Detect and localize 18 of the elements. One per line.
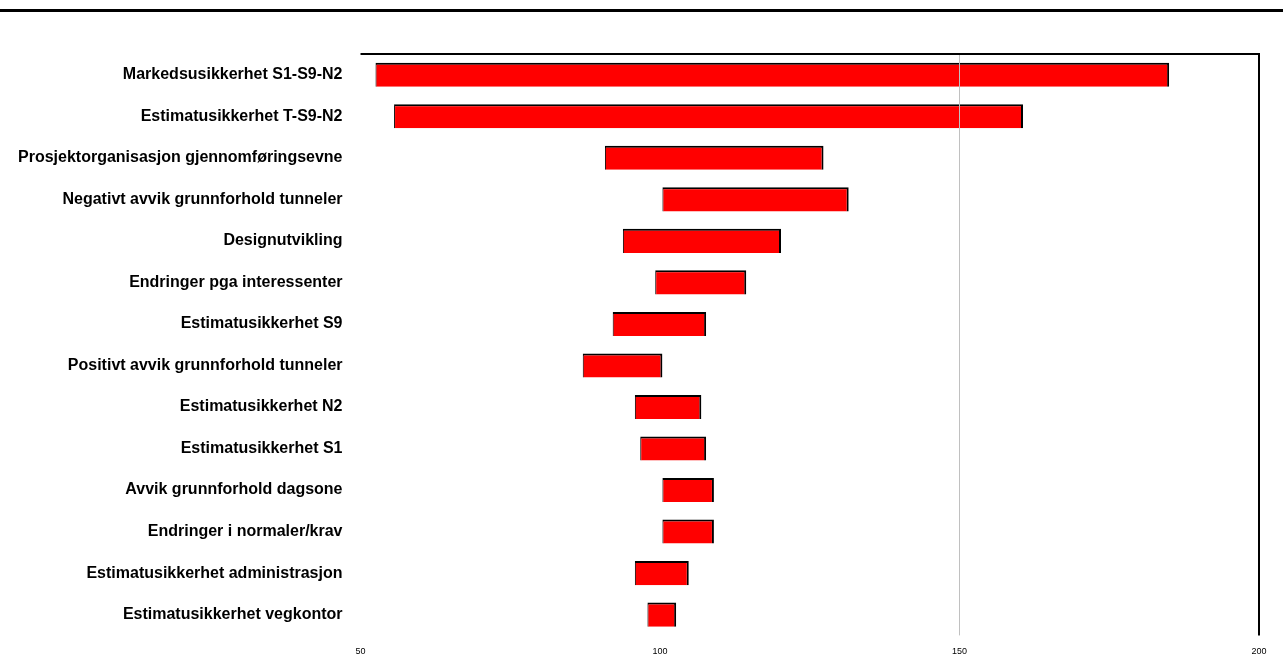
y-tick-label: Endringer i normaler/krav [147, 521, 343, 539]
x-tick-label: 200 [1251, 646, 1267, 657]
y-tick-label: Positivt avvik grunnforhold tunneler [67, 355, 343, 373]
x-tick-label: 100 [652, 646, 668, 657]
y-tick-label: Avvik grunnforhold dagsone [125, 480, 343, 498]
y-tick-label: Estimatusikkerhet S1 [180, 438, 343, 456]
y-tick-label: Estimatusikkerhet T-S9-N2 [140, 106, 343, 124]
x-tick-label: 50 [355, 646, 366, 657]
y-tick-label: Estimatusikkerhet administrasjon [86, 563, 343, 581]
y-tick-label: Prosjektorganisasjon gjennomføringsevne [18, 148, 343, 166]
x-tick-label: 150 [951, 646, 968, 657]
y-tick-label: Estimatusikkerhet vegkontor [122, 605, 343, 623]
y-tick-label: Estimatusikkerhet N2 [179, 397, 343, 415]
y-tick-label: Estimatusikkerhet S9 [180, 314, 343, 332]
y-tick-label: Endringer pga interessenter [129, 272, 343, 290]
y-tick-label: Negativt avvik grunnforhold tunneler [62, 189, 343, 207]
y-tick-label: Designutvikling [223, 231, 343, 249]
y-tick-label: Markedsusikkerhet S1-S9-N2 [122, 65, 343, 83]
